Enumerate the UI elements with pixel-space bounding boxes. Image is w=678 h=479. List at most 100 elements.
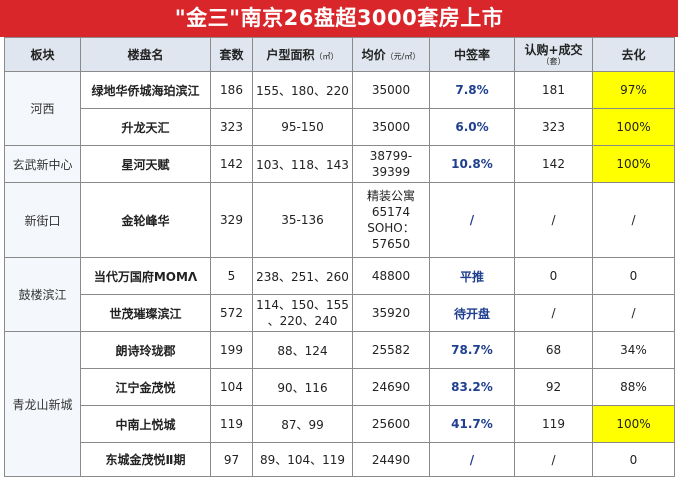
units-cell: 119 xyxy=(210,405,253,443)
name-cell: 东城金茂悦Ⅱ期 xyxy=(80,442,211,477)
price-cell: 35000 xyxy=(352,108,430,146)
header-destock: 去化 xyxy=(592,37,675,72)
area-line: 、220、240 xyxy=(267,314,338,328)
header-area: 户型面积（㎡） xyxy=(252,37,353,72)
subscribed-cell: / xyxy=(514,182,593,258)
table-row: 中南上悦城 119 87、99 25600 41.7% 119 100% xyxy=(5,405,675,443)
name-cell: 中南上悦城 xyxy=(80,405,211,443)
area-cell: 35-136 xyxy=(252,182,353,258)
header-price: 均价（元/㎡） xyxy=(352,37,430,72)
name-cell: 江宁金茂悦 xyxy=(80,368,211,406)
area-cell: 89、104、119 xyxy=(252,442,353,477)
price-cell: 38799- 39399 xyxy=(352,145,430,183)
units-cell: 572 xyxy=(210,294,253,332)
price-line: 39399 xyxy=(371,165,411,179)
units-cell: 104 xyxy=(210,368,253,406)
name-cell: 绿地华侨城海珀滨江 xyxy=(80,71,211,109)
region-cell: 青龙山新城 xyxy=(4,331,81,477)
subscribed-cell: 142 xyxy=(514,145,593,183)
destock-cell: 0 xyxy=(592,257,675,295)
rate-cell: / xyxy=(429,442,515,477)
area-cell: 155、180、220 xyxy=(252,71,353,109)
rate-cell: 83.2% xyxy=(429,368,515,406)
units-cell: 199 xyxy=(210,331,253,369)
price-line: 57650 xyxy=(371,237,411,251)
price-cell: 25582 xyxy=(352,331,430,369)
price-cell: 24690 xyxy=(352,368,430,406)
subscribed-cell: 92 xyxy=(514,368,593,406)
price-cell: 35920 xyxy=(352,294,430,332)
name-cell: 朗诗玲珑郡 xyxy=(80,331,211,369)
subscribed-cell: 181 xyxy=(514,71,593,109)
subscribed-cell: / xyxy=(514,294,593,332)
units-cell: 97 xyxy=(210,442,253,477)
header-area-label: 户型面积 xyxy=(266,48,315,62)
subscribed-cell: 119 xyxy=(514,405,593,443)
rate-cell: 10.8% xyxy=(429,145,515,183)
header-price-unit: （元/㎡） xyxy=(385,52,421,61)
area-cell: 87、99 xyxy=(252,405,353,443)
header-region: 板块 xyxy=(4,37,81,72)
table-row: 河西 绿地华侨城海珀滨江 186 155、180、220 35000 7.8% … xyxy=(4,71,675,146)
table-row: 新街口 金轮峰华 329 35-136 精装公寓 65174 SOHO： 57650 … xyxy=(4,182,675,258)
destock-cell: 34% xyxy=(592,331,675,369)
name-cell: 世茂璀璨滨江 xyxy=(80,294,211,332)
region-cell: 鼓楼滨江 xyxy=(4,257,81,332)
header-units: 套数 xyxy=(210,37,253,72)
price-cell: 35000 xyxy=(352,71,430,109)
units-cell: 329 xyxy=(210,182,253,258)
rate-cell: 平推 xyxy=(429,257,515,295)
header-price-label: 均价 xyxy=(361,48,386,62)
table-row: 江宁金茂悦 104 90、116 24690 83.2% 92 88% xyxy=(5,368,675,406)
name-cell: 当代万国府MOMΛ xyxy=(80,257,211,295)
housing-table: 板块 楼盘名 套数 户型面积（㎡） 均价（元/㎡） 中签率 认购+成交 （套） 去… xyxy=(4,37,675,477)
header-name: 楼盘名 xyxy=(80,37,211,72)
rate-cell: 41.7% xyxy=(429,405,515,443)
price-line: SOHO： xyxy=(367,221,415,235)
name-cell: 星河天赋 xyxy=(80,145,211,183)
header-rate: 中签率 xyxy=(429,37,515,72)
subscribed-cell: 0 xyxy=(514,257,593,295)
units-cell: 186 xyxy=(210,71,253,109)
subscribed-cell: / xyxy=(514,442,593,477)
price-cell: 48800 xyxy=(352,257,430,295)
table-row: 青龙山新城 朗诗玲珑郡 199 88、124 25582 78.7% 68 34… xyxy=(4,331,675,477)
destock-cell: 100% xyxy=(592,405,675,443)
price-cell: 25600 xyxy=(352,405,430,443)
destock-cell: 100% xyxy=(592,145,675,183)
header-subscribed-unit: （套） xyxy=(541,57,566,66)
destock-cell: / xyxy=(592,294,675,332)
table-row: 世茂璀璨滨江 572 114、150、155 、220、240 35920 待开盘… xyxy=(5,294,675,332)
table-row: 升龙天汇 323 95-150 35000 6.0% 323 100% xyxy=(5,108,675,146)
subscribed-cell: 323 xyxy=(514,108,593,146)
price-cell: 24490 xyxy=(352,442,430,477)
table-row: 鼓楼滨江 当代万国府MOMΛ 5 238、251、260 48800 平推 0 … xyxy=(4,257,675,332)
area-cell: 90、116 xyxy=(252,368,353,406)
table-row: 东城金茂悦Ⅱ期 97 89、104、119 24490 / / 0 xyxy=(5,442,675,477)
header-row: 板块 楼盘名 套数 户型面积（㎡） 均价（元/㎡） 中签率 认购+成交 （套） 去… xyxy=(4,37,675,72)
area-cell: 88、124 xyxy=(252,331,353,369)
area-cell: 103、118、143 xyxy=(252,145,353,183)
name-cell: 升龙天汇 xyxy=(80,108,211,146)
region-cell: 玄武新中心 xyxy=(4,145,81,183)
rate-cell: 待开盘 xyxy=(429,294,515,332)
name-cell: 金轮峰华 xyxy=(80,182,211,258)
subscribed-cell: 68 xyxy=(514,331,593,369)
area-cell: 95-150 xyxy=(252,108,353,146)
page-title: "金三"南京26盘超3000套房上市 xyxy=(0,0,678,37)
header-subscribed-label: 认购+成交 xyxy=(524,43,583,57)
price-line: 精装公寓 xyxy=(366,189,415,203)
header-area-unit: （㎡） xyxy=(314,52,339,61)
price-cell: 精装公寓 65174 SOHO： 57650 xyxy=(352,182,430,258)
destock-cell: 100% xyxy=(592,108,675,146)
price-line: 65174 xyxy=(371,205,411,219)
units-cell: 142 xyxy=(210,145,253,183)
area-line: 114、150、155 xyxy=(256,298,349,312)
region-cell: 新街口 xyxy=(4,182,81,258)
rate-cell: 78.7% xyxy=(429,331,515,369)
destock-cell: 0 xyxy=(592,442,675,477)
price-line: 38799- xyxy=(369,149,413,163)
region-cell: 河西 xyxy=(4,71,81,146)
destock-cell: / xyxy=(592,182,675,258)
